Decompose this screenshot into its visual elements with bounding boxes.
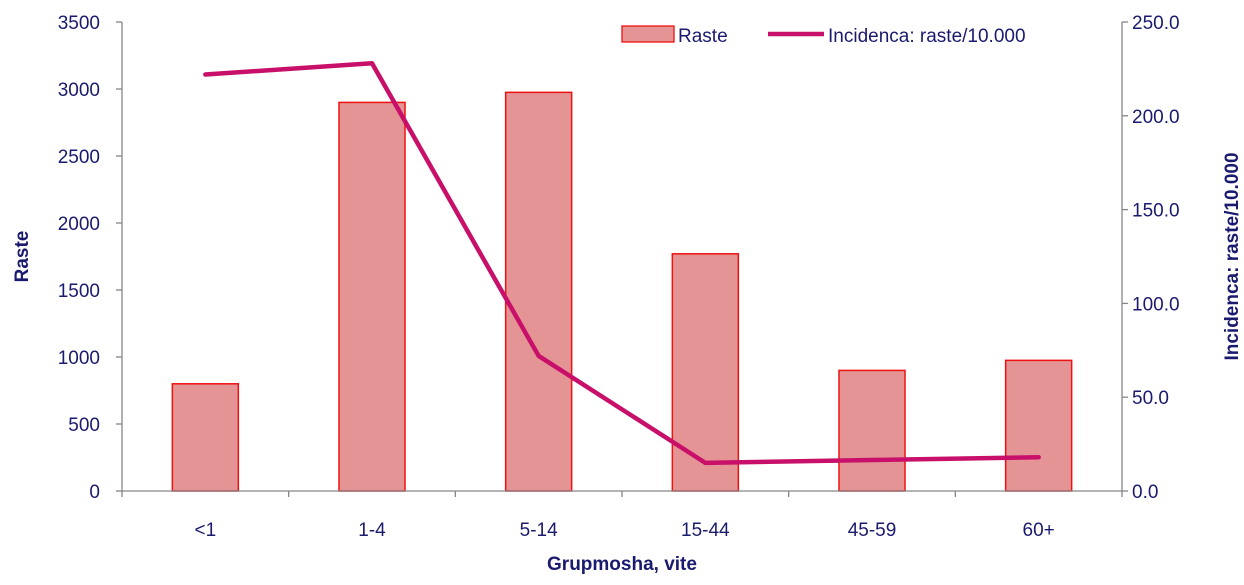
x-tick-label: 45-59 [848, 520, 897, 541]
x-tick-label: 15-44 [681, 520, 730, 541]
right-tick-label: 150.0 [1132, 201, 1180, 222]
right-axis-title: Incidenca: raste/10.000 [1222, 152, 1243, 360]
bar-<1 [171, 383, 240, 492]
left-tick-label: 500 [68, 415, 100, 436]
left-tick-label: 1000 [58, 348, 100, 369]
left-axis-title: Raste [12, 231, 33, 283]
left-tick-label: 0 [89, 482, 100, 503]
right-tick-label: 250.0 [1132, 13, 1180, 34]
left-tick-label: 1500 [58, 281, 100, 302]
right-tick-label: 0.0 [1132, 482, 1158, 503]
left-tick-label: 3500 [58, 13, 100, 34]
bar-45-59 [838, 369, 906, 492]
left-tick-label: 2000 [58, 214, 100, 235]
left-tick-label: 3000 [58, 80, 100, 101]
x-tick-label: 60+ [1023, 520, 1055, 541]
x-tick-label: 1-4 [358, 520, 386, 541]
axes: 0 500 1000 1500 2000 2500 3000 3500 0.0 50.0 100.0… [12, 13, 1243, 575]
bar-5-14 [504, 91, 573, 492]
legend-line-label: Incidenca: raste/10.000 [828, 26, 1026, 47]
bar-60+ [1004, 359, 1073, 492]
x-axis-title: Grupmosha, vite [547, 554, 697, 575]
right-tick-label: 100.0 [1132, 294, 1180, 315]
x-tick-label: <1 [194, 520, 216, 541]
legend-bar-swatch [621, 25, 675, 43]
line-series [203, 61, 1041, 466]
bar-15-44 [671, 253, 740, 492]
incidence-line [203, 61, 1041, 466]
right-tick-label: 50.0 [1132, 388, 1169, 409]
legend-bar-label: Raste [678, 26, 728, 47]
x-tick-label: 5-14 [520, 520, 558, 541]
bar-series [171, 91, 1073, 492]
left-tick-label: 2500 [58, 147, 100, 168]
right-tick-label: 200.0 [1132, 107, 1180, 128]
bar-1-4 [338, 101, 406, 492]
legend: Raste Incidenca: raste/10.000 [621, 25, 1026, 47]
